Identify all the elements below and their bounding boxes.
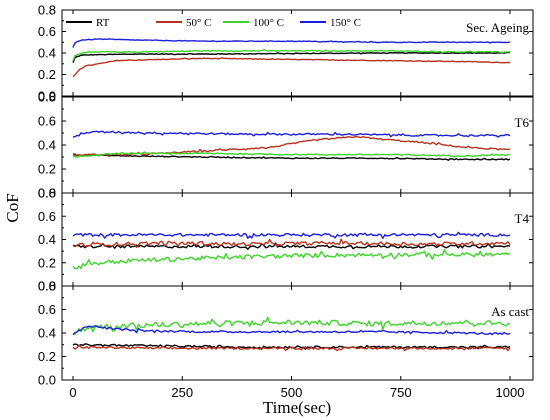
- series-line-50c: [72, 135, 511, 157]
- y-tick-label: 0.8: [38, 3, 56, 18]
- y-tick-label: 0.6: [38, 114, 56, 129]
- legend-label: 100° C: [253, 17, 284, 29]
- series-line-rt: [72, 242, 511, 251]
- series-line-150c: [72, 231, 511, 240]
- series-line-100c: [72, 151, 511, 159]
- series-line-150c: [72, 325, 511, 336]
- x-tick-label: 500: [281, 385, 303, 400]
- panel-label: Sec. Ageing: [466, 20, 529, 35]
- x-tick-label: 0: [69, 385, 76, 400]
- y-tick-label: 0.8: [38, 90, 56, 105]
- y-tick-label: 0.8: [38, 279, 56, 294]
- panel-4: 0.0 0.2 0.4 0.6 0.8 As cast: [38, 279, 534, 388]
- series-line-50c: [72, 344, 511, 352]
- panel-1: 0.0 0.2 0.4 0.6 0.8 Sec. Ageing: [38, 3, 534, 104]
- y-axis-title: CoF: [3, 193, 22, 222]
- series-line-100c: [72, 49, 510, 62]
- y-tick-label: 0.6: [38, 209, 56, 224]
- x-tick-label: 1000: [496, 385, 525, 400]
- series-line-150c: [72, 38, 511, 48]
- legend-label: RT: [96, 17, 110, 29]
- series-line-100c: [72, 248, 511, 270]
- y-tick-label: 0.4: [38, 326, 56, 341]
- y-tick-label: 0.2: [38, 162, 56, 177]
- y-tick-label: 0.4: [38, 138, 56, 153]
- x-axis-title: Time(sec): [263, 398, 331, 417]
- series-line-50c: [72, 238, 511, 249]
- series-line-50c: [72, 57, 511, 78]
- x-tick-label: 250: [171, 385, 193, 400]
- series-line-100c: [72, 316, 511, 335]
- y-tick-label: 0.4: [38, 232, 56, 247]
- y-tick-label: 0.2: [38, 255, 56, 270]
- panel-label: As cast: [491, 304, 529, 319]
- y-tick-label: 0.4: [38, 46, 56, 61]
- panel-2: 0.0 0.2 0.4 0.6 0.8 T6: [38, 90, 534, 201]
- series-line-rt: [72, 51, 511, 63]
- panel-3: 0.0 0.2 0.4 0.6 0.8 T4: [38, 186, 534, 294]
- y-tick-label: 0.8: [38, 186, 56, 201]
- legend-entry: 50° C: [156, 17, 212, 29]
- panel-frame: [61, 96, 534, 194]
- y-tick-label: 0.0: [38, 89, 56, 104]
- legend-label: 50° C: [186, 17, 212, 29]
- legend-entry: 150° C: [300, 17, 361, 29]
- legend-entry: 100° C: [223, 17, 284, 29]
- panel-label: T6: [515, 115, 530, 130]
- y-tick-label: 0.6: [38, 24, 56, 39]
- y-tick-label: 0.0: [38, 186, 56, 201]
- y-tick-label: 0.2: [38, 349, 56, 364]
- series-line-rt: [72, 153, 511, 161]
- y-tick-label: 0.2: [38, 67, 56, 82]
- y-tick-label: 0.6: [38, 302, 56, 317]
- legend: RT 50° C 100° C 150° C: [66, 17, 361, 29]
- x-tick-label: 750: [390, 385, 412, 400]
- panel-label: T4: [515, 211, 530, 226]
- y-tick-label: 0.0: [38, 279, 56, 294]
- legend-label: 150° C: [330, 17, 361, 29]
- legend-entry: RT: [66, 17, 110, 29]
- y-tick-label: 0.0: [38, 373, 56, 388]
- series-line-150c: [72, 130, 511, 138]
- panel-frame: [61, 192, 534, 287]
